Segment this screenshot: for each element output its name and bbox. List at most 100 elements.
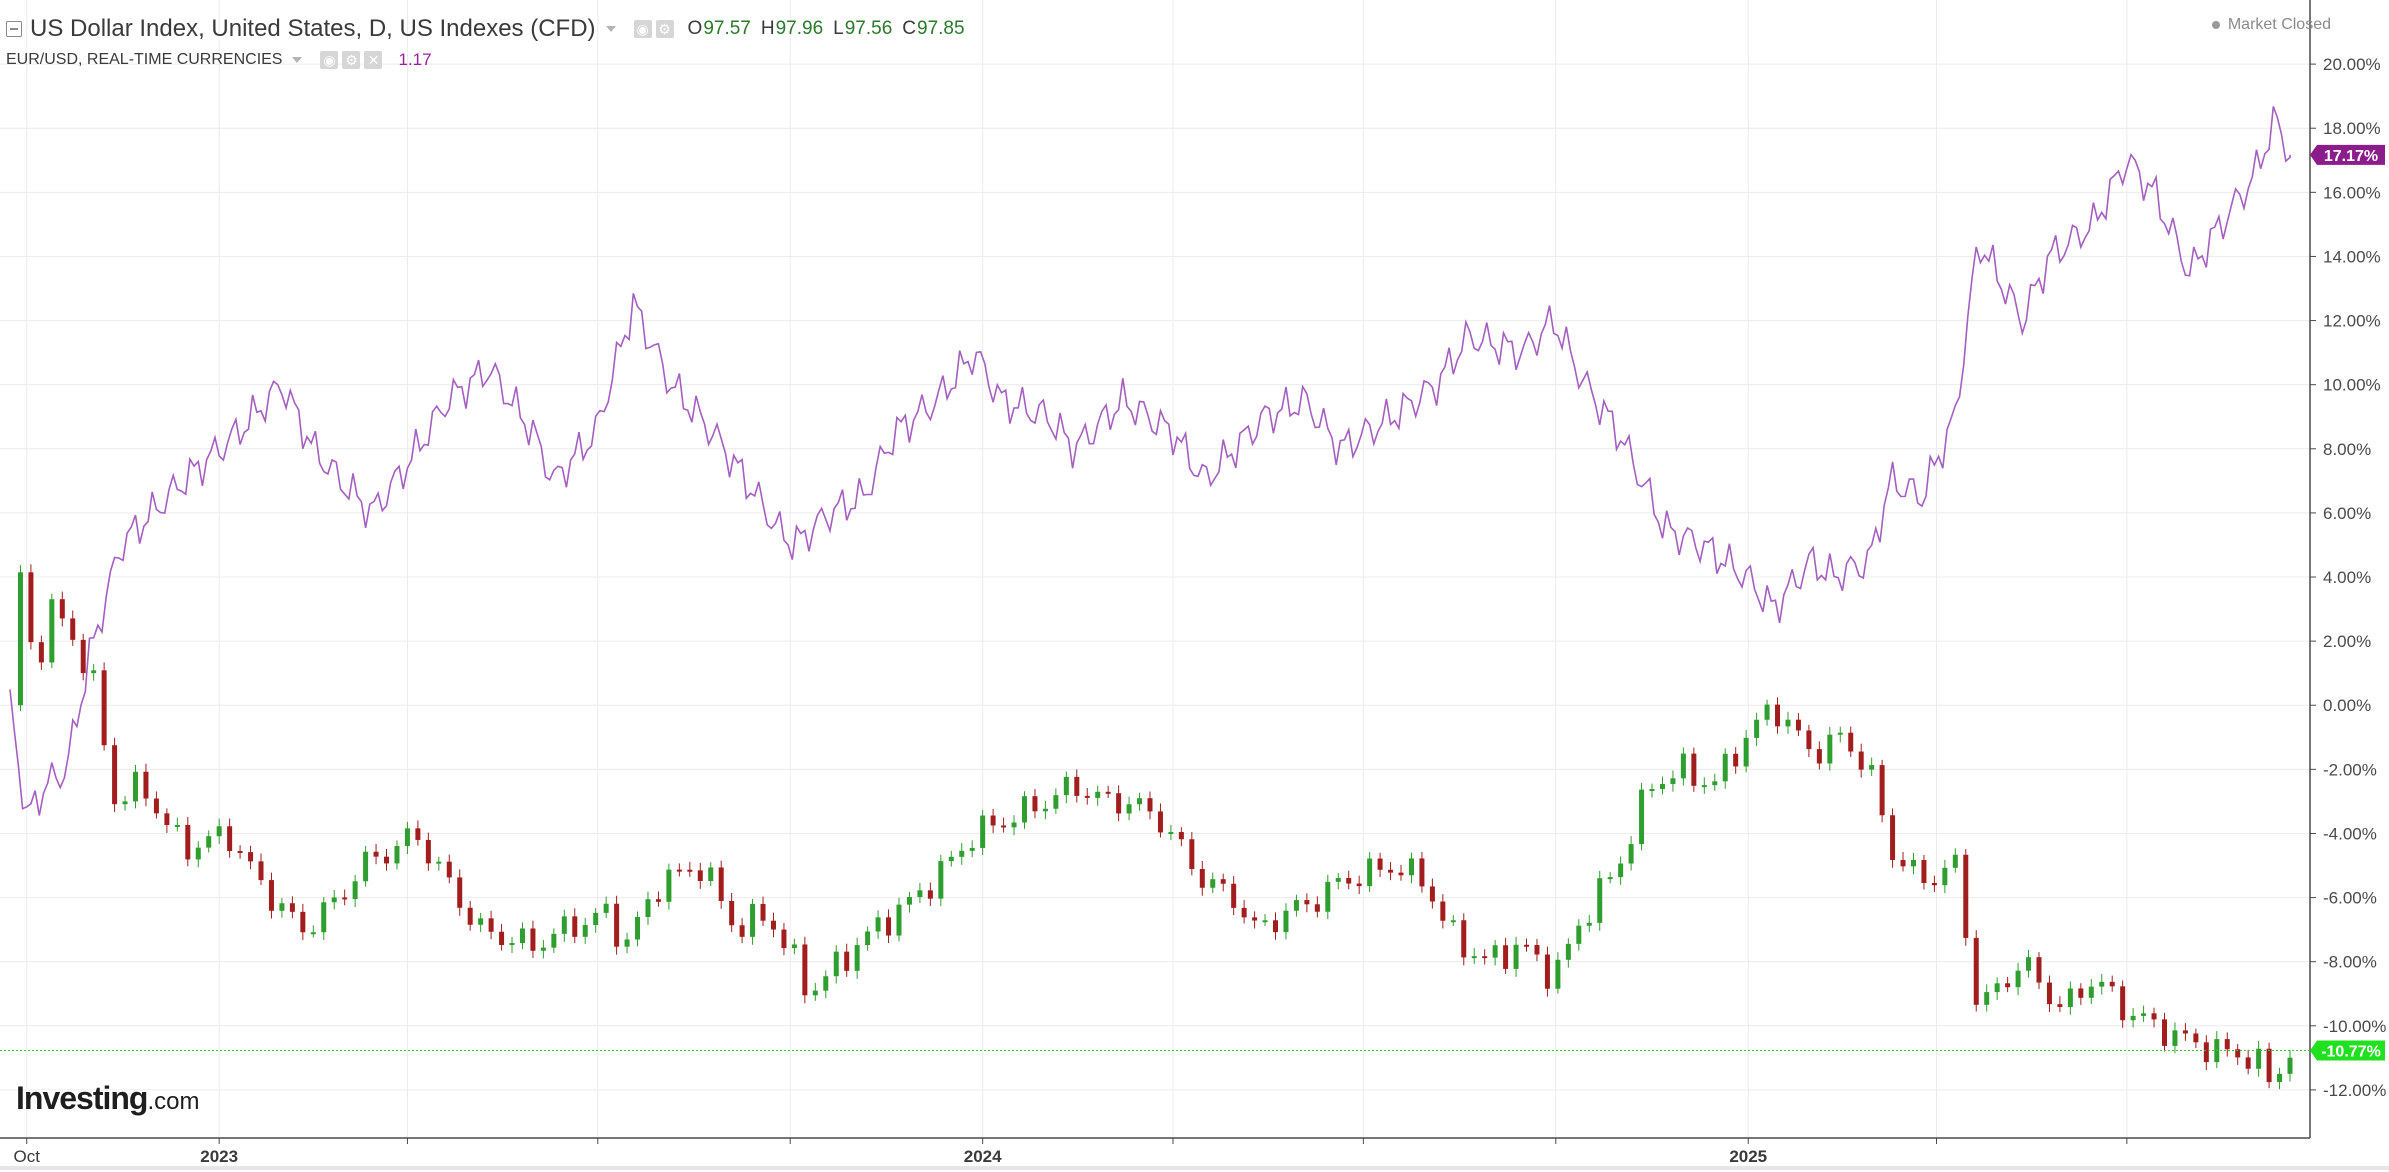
candle-body [289, 903, 295, 912]
candle-body [854, 945, 860, 971]
candle-body [2099, 981, 2105, 987]
y-tick-label: 14.00% [2323, 247, 2381, 266]
candle-body [1074, 776, 1080, 796]
candle-body [227, 826, 233, 851]
candle-body [2130, 1015, 2136, 1021]
candle-body [1503, 945, 1509, 969]
candle-body [2151, 1013, 2157, 1020]
y-tick-label: 8.00% [2323, 440, 2371, 459]
candle-body [1398, 872, 1404, 876]
candle-body [2120, 986, 2126, 1021]
eye-icon[interactable]: ◉ [633, 20, 652, 38]
dxy-price-badge: -10.77% [2310, 1040, 2385, 1061]
y-tick-label: -6.00% [2323, 889, 2377, 908]
y-tick-label: -10.00% [2323, 1017, 2386, 1036]
x-tick-label: Oct [14, 1147, 41, 1166]
dxy-candles [17, 564, 2293, 1090]
price-badges: 17.17% -10.77% [0, 144, 2385, 1061]
candle-body [1283, 910, 1289, 933]
candle-body [770, 920, 776, 930]
candle-body [603, 903, 609, 913]
candle-body [2046, 982, 2052, 1005]
candle-body [1848, 732, 1854, 752]
dxy-price-badge-shape [2310, 1040, 2385, 1061]
candle-body [1879, 765, 1885, 816]
logo-text: Investing [16, 1080, 148, 1116]
chevron-down-icon[interactable] [292, 57, 303, 63]
eurusd-price-badge-text: 17.17% [2324, 148, 2378, 165]
candle-body [1743, 737, 1749, 767]
candle-body [268, 880, 274, 911]
candle-body [153, 798, 159, 814]
candle-body [2088, 986, 2094, 998]
candle-body [185, 824, 191, 860]
gear-icon[interactable]: ⚙ [655, 20, 674, 38]
candle-body [2277, 1073, 2283, 1083]
candle-body [1262, 920, 1268, 923]
candle-body [404, 828, 410, 847]
candle-body [70, 618, 76, 640]
low-label: L [833, 18, 844, 39]
open-label: O [687, 18, 703, 39]
candle-body [143, 771, 149, 799]
close-icon[interactable]: ✕ [364, 51, 383, 69]
candle-body [59, 599, 65, 619]
candle-body [384, 856, 390, 864]
chevron-down-icon[interactable] [605, 26, 616, 32]
candle-body [1555, 959, 1561, 989]
gear-icon[interactable]: ⚙ [342, 51, 361, 69]
candle-body [802, 944, 808, 996]
open-value: 97.57 [703, 18, 751, 39]
candle-body [645, 899, 651, 917]
candle-body [499, 931, 505, 945]
candle-body [1984, 992, 1990, 1005]
candle-body [1775, 704, 1781, 727]
candle-body [1816, 749, 1822, 764]
candle-body [331, 897, 337, 903]
candle-body [948, 856, 954, 862]
y-tick-label: 6.00% [2323, 504, 2371, 523]
candle-body [2067, 988, 2073, 1007]
candle-body [258, 861, 264, 881]
candle-body [1137, 798, 1143, 805]
grid-layer [0, 0, 2310, 1138]
legend-main-row: US Dollar Index, United States, D, US In… [6, 14, 965, 44]
investing-logo[interactable]: Investing .com [16, 1080, 199, 1117]
candle-body [1931, 883, 1937, 886]
candle-body [1084, 795, 1090, 798]
x-tick-label: 2024 [964, 1147, 1002, 1166]
eye-icon[interactable]: ◉ [320, 51, 339, 69]
y-tick-label: 0.00% [2323, 696, 2371, 715]
y-tick-label: 18.00% [2323, 119, 2381, 138]
candle-body [1952, 854, 1958, 868]
legend-compare-row: EUR/USD, REAL-TIME CURRENCIES ◉ ⚙ ✕ 1.17 [6, 48, 432, 72]
candle-body [28, 572, 34, 643]
candle-body [1053, 795, 1059, 809]
candle-body [415, 828, 421, 840]
candle-body [1095, 791, 1101, 798]
logo-tld: .com [147, 1088, 200, 1115]
candle-body [729, 900, 735, 926]
candle-body [1785, 719, 1791, 727]
candle-body [812, 990, 818, 996]
candle-body [1011, 822, 1017, 828]
candle-body [614, 903, 620, 947]
candle-body [488, 918, 494, 932]
candle-body [1273, 920, 1279, 933]
candle-body [624, 939, 630, 947]
candle-body [2109, 981, 2115, 987]
candle-body [1639, 789, 1645, 845]
candle-body [133, 771, 139, 802]
candle-body [2078, 988, 2084, 998]
candle-body [2141, 1013, 2147, 1016]
candle-body [2203, 1042, 2209, 1063]
candle-body [1806, 730, 1812, 750]
collapse-icon[interactable] [6, 21, 22, 37]
candle-body [1565, 943, 1571, 960]
candle-body [1733, 753, 1739, 767]
candle-body [1649, 789, 1655, 792]
candle-body [195, 847, 201, 860]
candle-body [1754, 719, 1760, 738]
